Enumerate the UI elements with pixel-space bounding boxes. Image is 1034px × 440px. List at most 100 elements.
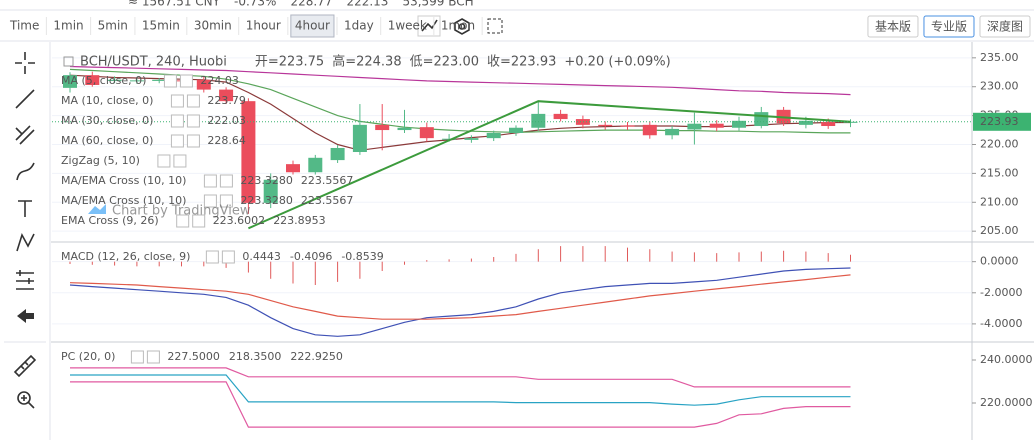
indicator-value: 224.03 <box>200 74 239 87</box>
zigzag-line <box>247 100 851 230</box>
indicator-value: -0.8539 <box>341 250 383 263</box>
symbol-title: BCH/USDT, 240, Huobi <box>80 55 227 70</box>
indicator-remove[interactable] <box>221 250 235 264</box>
version-button-label: 深度图 <box>987 19 1023 34</box>
top-strip-text: ≈ 1567.51 CNY <box>128 0 221 9</box>
indicator-remove[interactable] <box>179 74 193 88</box>
interval-button[interactable]: 1min <box>53 19 83 33</box>
indicator-name: MA (60, close, 0) <box>61 134 153 147</box>
symbol-collapse[interactable] <box>63 56 74 67</box>
indicator-remove[interactable] <box>186 94 200 108</box>
chart-type-button[interactable] <box>417 15 441 37</box>
prediction-tool[interactable] <box>16 270 34 290</box>
y-tick-label: 210.00 <box>980 195 1019 208</box>
last-price-label: 223.93 <box>980 115 1019 128</box>
indicator-name: PC (20, 0) <box>61 350 115 363</box>
candle-body <box>308 157 323 173</box>
interval-button[interactable]: 1day <box>344 19 374 33</box>
candle-body <box>798 120 813 125</box>
indicator-settings[interactable] <box>170 134 184 148</box>
y-tick-label: 220.00 <box>980 138 1019 151</box>
indicator-value: 223.5567 <box>301 194 354 207</box>
macd-line <box>69 274 851 320</box>
candle-body <box>486 132 501 139</box>
channel-line <box>70 381 851 428</box>
channel-line <box>70 374 851 406</box>
ruler-tool[interactable] <box>13 354 37 378</box>
version-button[interactable] <box>867 15 919 38</box>
settings-icon[interactable] <box>454 18 470 35</box>
fullscreen-button[interactable] <box>487 18 503 34</box>
drawing-toolbar <box>4 42 51 440</box>
interval-button[interactable]: Time <box>9 19 39 33</box>
indicator-remove[interactable] <box>219 174 233 188</box>
indicator-settings[interactable] <box>157 154 171 168</box>
indicator-name: MA/EMA Cross (10, 10) <box>61 194 186 207</box>
interval-button[interactable]: 1mon <box>441 19 475 33</box>
version-button-label: 基本版 <box>875 20 911 34</box>
indicator-value: 222.03 <box>207 114 246 127</box>
y-tick-label: 215.00 <box>980 166 1019 179</box>
indicator-settings[interactable] <box>130 350 144 364</box>
watermark-logo <box>88 204 106 214</box>
pattern-tool[interactable] <box>16 232 35 252</box>
indicator-name: MA (5, close, 0) <box>61 74 146 87</box>
indicator-remove[interactable] <box>192 214 206 228</box>
version-button-label: 专业版 <box>931 19 967 34</box>
indicator-settings[interactable] <box>205 250 219 264</box>
indicator-settings[interactable] <box>203 174 217 188</box>
candle-body <box>397 127 412 131</box>
indicator-value: 227.5000 <box>167 350 220 363</box>
interval-button[interactable]: 4hour <box>295 19 330 33</box>
y-tick-label: -4.0000 <box>980 317 1022 330</box>
candle-body <box>687 123 702 130</box>
text-tool[interactable] <box>18 200 32 217</box>
top-strip-text: 228.77 <box>290 0 332 9</box>
crosshair-tool[interactable] <box>15 52 35 74</box>
indicator-value: 228.64 <box>207 134 246 147</box>
trend-line-tool[interactable] <box>15 89 35 109</box>
candle-body <box>665 128 680 136</box>
y-tick-label: 230.00 <box>980 80 1019 93</box>
candle-body <box>196 79 211 90</box>
indicator-settings[interactable] <box>170 114 184 128</box>
interval-button[interactable]: 15min <box>142 19 180 33</box>
brush-tool[interactable] <box>16 162 35 181</box>
indicator-settings[interactable] <box>163 74 177 88</box>
interval-button[interactable]: 30min <box>194 19 232 33</box>
pane <box>52 246 971 337</box>
indicator-value: 223.3280 <box>240 174 293 187</box>
version-button[interactable] <box>923 15 975 38</box>
indicator-settings[interactable] <box>176 214 190 228</box>
indicator-value: 0.4443 <box>242 250 281 263</box>
candle-body <box>219 89 234 102</box>
moving-average-line <box>69 65 851 96</box>
indicator-remove[interactable] <box>186 114 200 128</box>
indicator-remove[interactable] <box>173 154 187 168</box>
candle-body <box>531 113 546 128</box>
fib-tool[interactable] <box>15 125 35 145</box>
interval-button[interactable]: 1hour <box>246 19 281 33</box>
indicator-remove[interactable] <box>219 194 233 208</box>
zoom-tool[interactable] <box>17 391 31 405</box>
y-tick-label: 220.0000 <box>980 396 1033 409</box>
candle-body <box>553 113 568 120</box>
interval-button[interactable]: 5min <box>98 19 128 33</box>
interval-button[interactable]: 1week <box>388 19 427 33</box>
indicator-name: EMA Cross (9, 26) <box>61 214 159 227</box>
indicator-value: 223.6002 <box>213 214 266 227</box>
indicator-settings[interactable] <box>203 194 217 208</box>
back-arrow[interactable] <box>17 309 34 323</box>
indicator-name: MA (10, close, 0) <box>61 94 153 107</box>
ohlc-info: +0.20 (+0.09%) <box>564 55 670 70</box>
indicator-remove[interactable] <box>186 134 200 148</box>
candle-body <box>263 179 278 203</box>
indicator-name: MA (30, close, 0) <box>61 114 153 127</box>
version-button[interactable] <box>979 15 1031 38</box>
candle-body <box>129 80 144 82</box>
indicator-settings[interactable] <box>170 94 184 108</box>
indicator-remove[interactable] <box>146 350 160 364</box>
candle-body <box>241 101 256 203</box>
